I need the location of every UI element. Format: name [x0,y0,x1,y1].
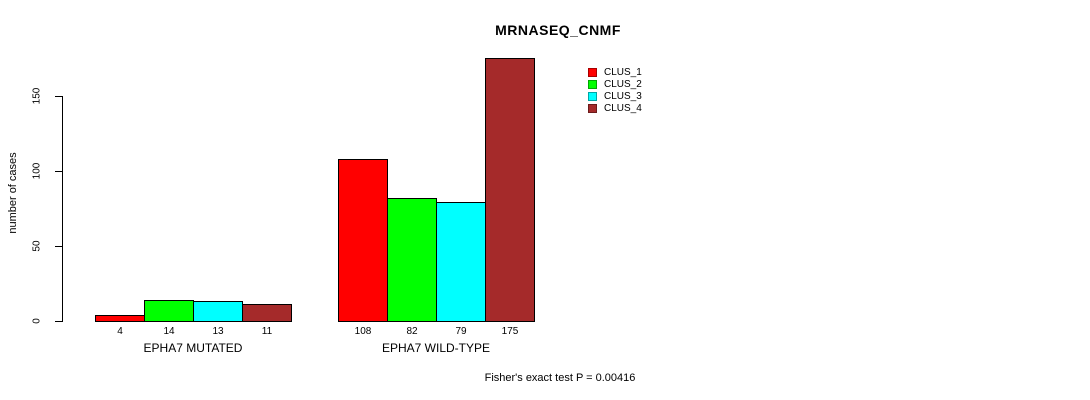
bar-value-label: 79 [455,326,467,337]
legend-item-clus_3: CLUS_3 [588,90,642,102]
bar-value-label: 175 [501,326,519,337]
chart-title: MRNASEQ_CNMF [495,22,621,38]
fisher-test-annotation: Fisher's exact test P = 0.00416 [484,372,636,384]
legend-swatch-icon [588,91,597,101]
legend-label: CLUS_1 [604,66,642,78]
bar-clus_1 [338,159,388,322]
legend: CLUS_1 CLUS_2 CLUS_3 CLUS_4 [588,66,642,114]
bar-value-label: 108 [354,326,372,337]
legend-item-clus_1: CLUS_1 [588,66,642,78]
bar-clus_1 [95,315,145,322]
category-label: EPHA7 WILD-TYPE [381,341,491,355]
y-axis-tick [55,171,62,172]
legend-item-clus_2: CLUS_2 [588,78,642,90]
bar-value-label: 14 [163,326,175,337]
bar-value-label: 13 [212,326,224,337]
y-axis-title: number of cases [7,152,19,234]
legend-swatch-icon [588,103,597,113]
bar-clus_4 [485,58,535,322]
legend-label: CLUS_2 [604,78,642,90]
bar-clus_2 [144,300,194,322]
y-axis-tick [55,246,62,247]
bar-value-label: 82 [406,326,418,337]
bar-clus_3 [436,202,486,322]
bar-clus_2 [387,198,437,322]
bar-clus_3 [193,301,243,322]
legend-swatch-icon [588,79,597,89]
bar-value-label: 11 [261,326,273,337]
y-axis-tick [55,96,62,97]
category-label: EPHA7 MUTATED [143,341,243,355]
legend-label: CLUS_3 [604,90,642,102]
legend-item-clus_4: CLUS_4 [588,102,642,114]
y-axis-tick-label: 100 [31,162,43,180]
y-axis-tick-label: 50 [31,240,43,252]
y-axis-line [62,96,63,322]
bar-value-label: 4 [117,326,123,337]
y-axis-tick-label: 150 [31,87,43,105]
legend-label: CLUS_4 [604,102,642,114]
legend-swatch-icon [588,67,597,77]
bar-clus_4 [242,304,292,322]
y-axis-tick [55,321,62,322]
y-axis-tick-label: 0 [31,318,43,324]
